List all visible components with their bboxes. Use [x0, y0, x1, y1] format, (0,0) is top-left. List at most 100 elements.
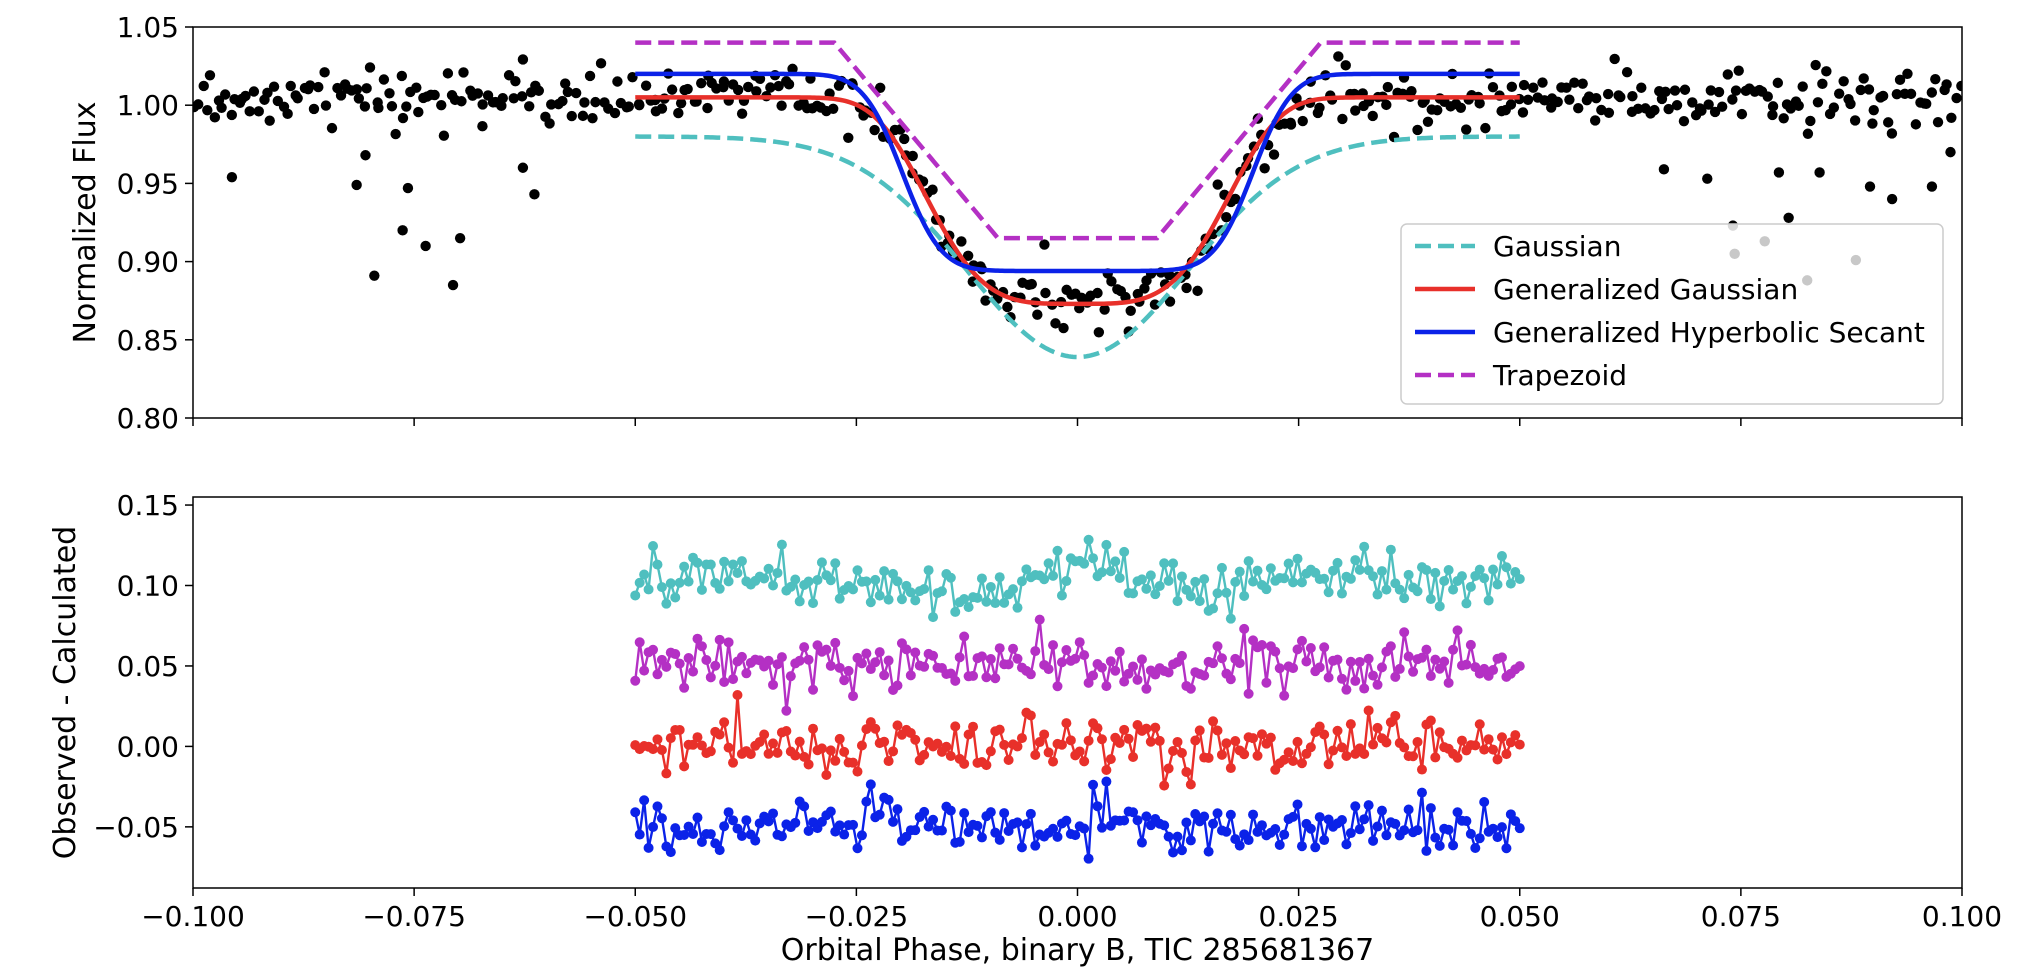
residual-point — [808, 598, 819, 609]
residual-point — [1403, 651, 1414, 662]
residual-point — [941, 741, 952, 752]
residual-point — [1101, 764, 1112, 775]
residual-point — [1448, 644, 1459, 655]
observed-point — [1793, 100, 1804, 111]
observed-point — [736, 108, 748, 119]
residual-point — [963, 827, 974, 838]
residual-point — [1221, 738, 1232, 749]
residual-point — [905, 670, 916, 681]
occluded-point — [1759, 236, 1770, 247]
outlier-point — [1814, 167, 1825, 178]
observed-point — [546, 99, 557, 110]
residual-point — [1256, 639, 1267, 650]
residual-point — [1288, 663, 1299, 674]
top-y-tick-label: 0.95 — [117, 167, 179, 200]
residual-point — [1439, 656, 1450, 667]
residual-point — [1136, 654, 1147, 665]
residual-point — [1372, 679, 1383, 690]
residual-point — [963, 602, 974, 613]
residual-point — [883, 655, 894, 666]
observed-point — [216, 102, 227, 113]
residual-point — [803, 576, 814, 587]
residual-point — [981, 672, 992, 683]
residual-point — [985, 654, 996, 665]
residual-point — [808, 723, 819, 734]
outlier-point — [529, 189, 540, 200]
residual-point — [972, 592, 983, 603]
residual-point — [803, 825, 814, 836]
model-curve-gaussian — [635, 134, 1520, 360]
residual-point — [630, 807, 641, 818]
residual-point — [1021, 819, 1032, 830]
residual-point — [1256, 820, 1267, 831]
observed-point — [1474, 98, 1485, 109]
observed-point — [1040, 287, 1051, 299]
residual-point — [892, 720, 903, 731]
top-y-tick-label: 0.80 — [117, 402, 179, 435]
residual-point — [1474, 564, 1485, 575]
residual-point — [728, 815, 739, 826]
residual-point — [994, 834, 1005, 845]
observed-point — [751, 86, 762, 97]
residual-point — [852, 565, 863, 576]
residual-point — [1301, 656, 1312, 667]
residual-point — [981, 596, 992, 607]
observed-point — [927, 184, 938, 195]
residual-point — [630, 590, 641, 601]
residual-point — [1279, 573, 1290, 584]
residual-point — [1230, 576, 1241, 587]
residual-point — [1488, 665, 1499, 676]
residual-point — [692, 633, 703, 644]
observed-point — [1802, 128, 1814, 139]
observed-point — [1432, 104, 1443, 116]
residual-point — [1368, 670, 1379, 681]
residual-point — [1425, 715, 1436, 726]
residual-point — [994, 724, 1005, 735]
observed-point — [1727, 94, 1738, 105]
residual-point — [1265, 563, 1276, 574]
outlier-point — [1886, 193, 1898, 205]
occluded-point — [1802, 275, 1813, 286]
residual-point — [634, 829, 645, 840]
observed-point — [361, 83, 372, 94]
observed-point — [510, 75, 521, 87]
observed-point — [1812, 97, 1824, 108]
residual-point — [1092, 801, 1103, 812]
residual-point — [679, 829, 690, 840]
residual-point — [976, 573, 987, 584]
residual-point — [808, 684, 819, 695]
residual-point — [1514, 573, 1525, 584]
residual-point — [1208, 603, 1219, 614]
residual-point — [1501, 843, 1512, 854]
residual-point — [1270, 823, 1281, 834]
residual-point — [1212, 641, 1223, 652]
observed-point — [351, 84, 363, 95]
residual-point — [1505, 578, 1516, 589]
residual-point — [1114, 737, 1125, 748]
residual-point — [1399, 627, 1410, 638]
residual-point — [994, 572, 1005, 583]
residual-point — [1114, 572, 1125, 583]
residual-point — [1492, 754, 1503, 765]
residual-point — [1492, 579, 1503, 590]
residual-point — [1434, 727, 1445, 738]
residual-point — [692, 812, 703, 823]
residual-point — [763, 563, 774, 574]
residual-point — [799, 801, 810, 812]
residual-point — [1434, 840, 1445, 851]
residual-point — [1288, 577, 1299, 588]
residual-point — [879, 566, 890, 577]
residual-point — [1465, 581, 1476, 592]
residual-point — [839, 829, 850, 840]
residual-point — [1119, 815, 1130, 826]
residual-point — [1216, 653, 1227, 664]
residual-point — [1181, 766, 1192, 777]
residual-point — [1514, 661, 1525, 672]
residual-point — [679, 761, 690, 772]
residual-point — [825, 806, 836, 817]
observed-point — [612, 76, 623, 87]
residual-point — [683, 821, 694, 832]
residual-point — [670, 592, 681, 603]
residual-point — [1332, 557, 1343, 568]
observed-point — [373, 102, 384, 114]
